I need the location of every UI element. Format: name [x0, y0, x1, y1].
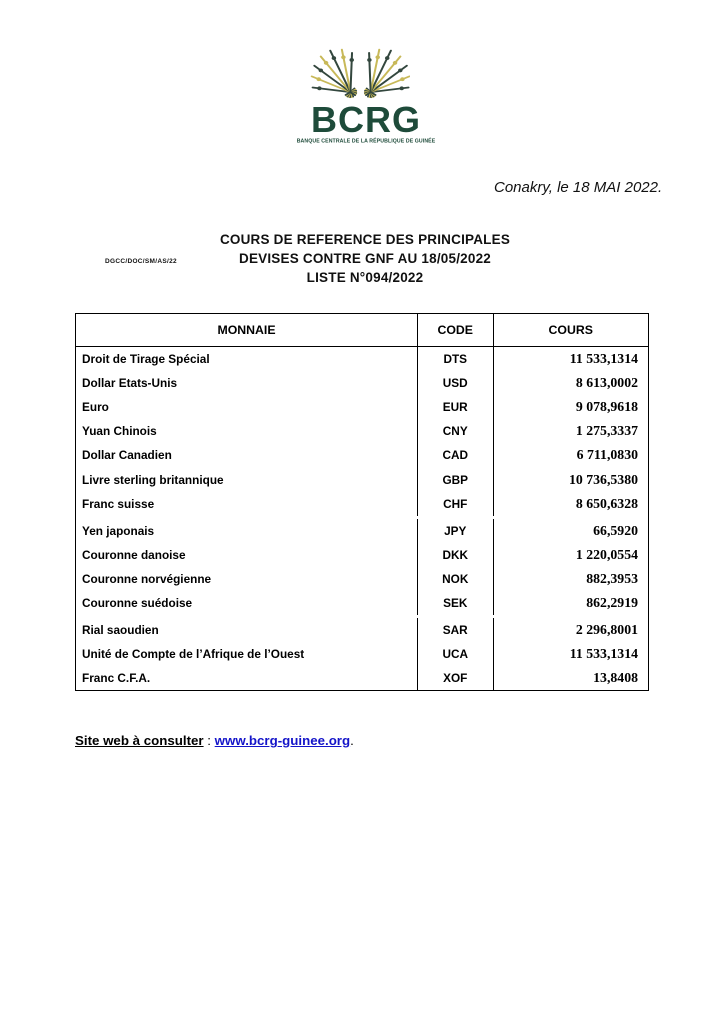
svg-text:BANQUE CENTRALE DE LA RÉPUBLIQ: BANQUE CENTRALE DE LA RÉPUBLIQUE DE GUIN…	[297, 137, 436, 145]
svg-text:BCRG: BCRG	[311, 101, 421, 140]
